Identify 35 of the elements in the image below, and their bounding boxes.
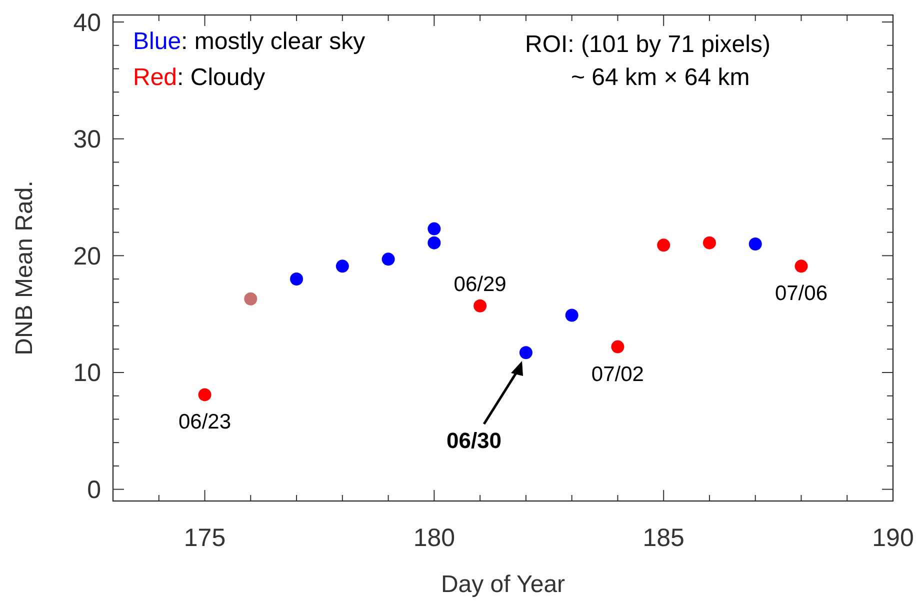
annotation: ROI: (101 by 71 pixels)	[525, 31, 770, 58]
point	[198, 388, 212, 402]
annotation: ~ 64 km × 64 km	[571, 64, 750, 91]
annotation: 06/30	[446, 428, 502, 453]
point	[794, 260, 808, 273]
x-axis-title: Day of Year	[440, 571, 566, 598]
y-tick-label: 20	[73, 242, 101, 270]
x-tick-label: 175	[184, 524, 226, 552]
annotation: 06/29	[454, 272, 506, 296]
y-tick-label: 30	[73, 126, 101, 154]
x-tick-label: 185	[642, 524, 684, 552]
point	[290, 272, 304, 286]
point	[428, 222, 441, 236]
point	[702, 236, 716, 250]
annotation: 06/23	[178, 410, 232, 434]
point	[244, 292, 258, 306]
y-axis-title: DNB Mean Rad.	[11, 180, 38, 356]
annotation: 07/02	[591, 362, 644, 386]
y-tick-label: 40	[73, 8, 101, 37]
point	[565, 308, 578, 322]
point	[474, 299, 487, 312]
point	[428, 236, 441, 250]
y-tick-label: 10	[73, 359, 101, 388]
point	[382, 252, 395, 266]
point	[519, 346, 532, 360]
annotation: 07/06	[774, 282, 828, 306]
point	[657, 238, 670, 252]
y-tick-label: 0	[87, 476, 101, 504]
x-tick-label: 190	[872, 524, 914, 552]
annotation: Blue: mostly clear sky	[133, 28, 366, 55]
point	[336, 260, 349, 273]
annotation: Red: Cloudy	[133, 64, 266, 91]
x-tick-label: 180	[413, 524, 456, 552]
point	[748, 237, 762, 250]
point	[611, 340, 624, 354]
